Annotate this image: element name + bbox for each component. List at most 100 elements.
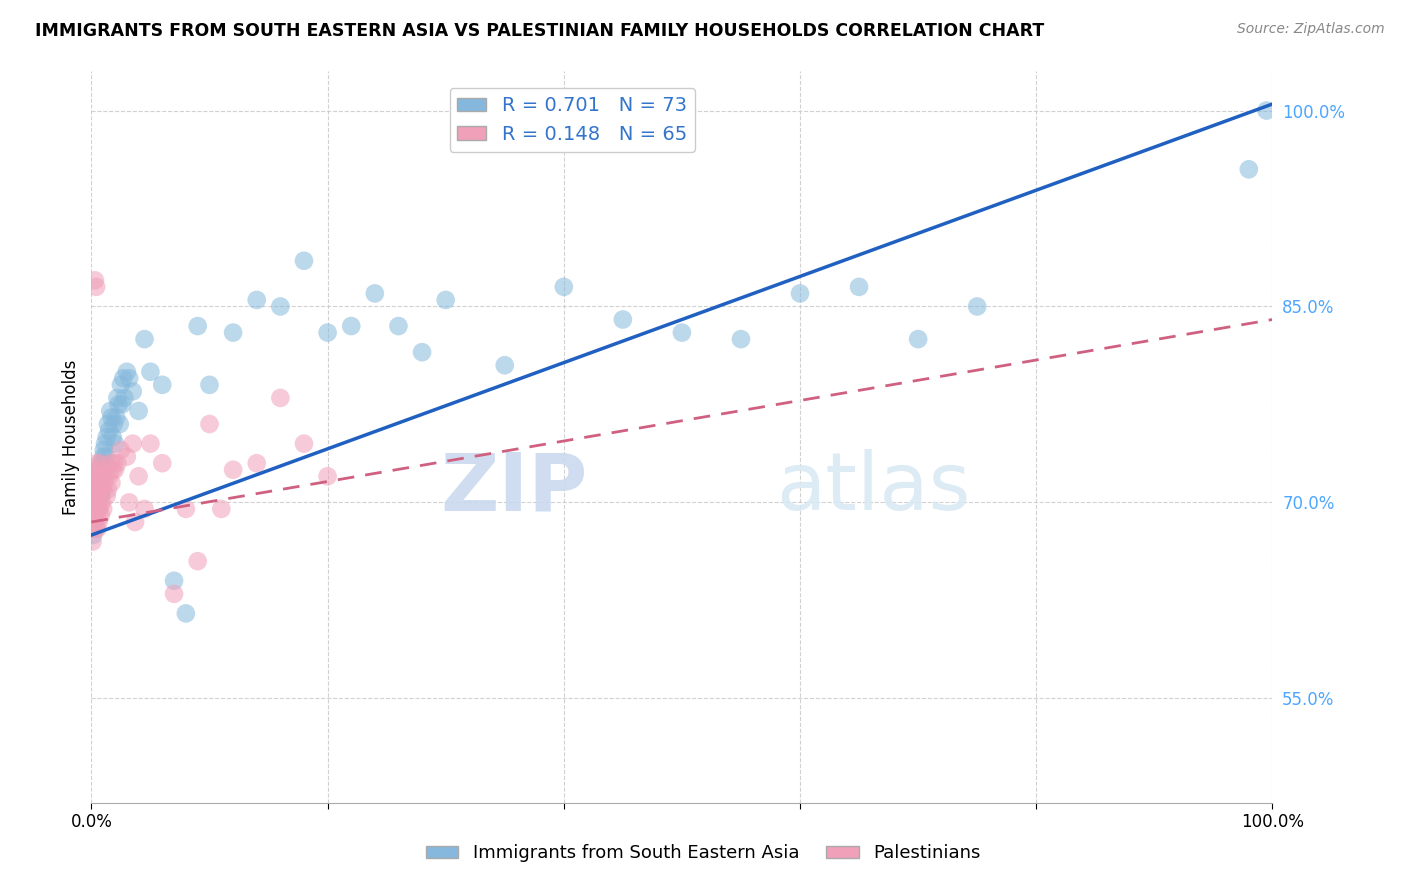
Text: atlas: atlas	[776, 450, 970, 527]
Point	[86, 489, 108, 503]
Point	[111, 397, 134, 411]
Point	[86, 475, 108, 490]
Point	[87, 515, 110, 529]
Point	[84, 502, 107, 516]
Point	[966, 300, 988, 314]
Point	[84, 463, 107, 477]
Point	[316, 469, 339, 483]
Point	[86, 456, 108, 470]
Point	[83, 515, 105, 529]
Point	[848, 280, 870, 294]
Point	[89, 475, 111, 490]
Point	[121, 436, 143, 450]
Point	[90, 489, 112, 503]
Point	[115, 450, 138, 464]
Point	[671, 326, 693, 340]
Point	[87, 495, 110, 509]
Point	[110, 377, 132, 392]
Point	[84, 515, 107, 529]
Point	[87, 483, 110, 497]
Point	[84, 273, 107, 287]
Point	[387, 319, 409, 334]
Point	[89, 456, 111, 470]
Point	[98, 469, 121, 483]
Point	[103, 456, 125, 470]
Text: IMMIGRANTS FROM SOUTH EASTERN ASIA VS PALESTINIAN FAMILY HOUSEHOLDS CORRELATION : IMMIGRANTS FROM SOUTH EASTERN ASIA VS PA…	[35, 22, 1045, 40]
Point	[121, 384, 143, 399]
Point	[139, 436, 162, 450]
Point	[174, 502, 197, 516]
Point	[150, 377, 173, 392]
Point	[84, 475, 107, 490]
Point	[114, 391, 136, 405]
Point	[91, 495, 114, 509]
Point	[89, 463, 111, 477]
Point	[134, 502, 156, 516]
Point	[91, 483, 114, 497]
Point	[94, 450, 117, 464]
Point	[82, 528, 104, 542]
Point	[198, 377, 221, 392]
Point	[96, 489, 118, 503]
Point	[316, 326, 339, 340]
Point	[364, 286, 387, 301]
Point	[86, 495, 108, 509]
Point	[292, 436, 315, 450]
Point	[174, 607, 197, 621]
Point	[82, 534, 104, 549]
Point	[87, 463, 110, 477]
Point	[163, 587, 186, 601]
Point	[98, 456, 121, 470]
Point	[730, 332, 752, 346]
Text: Source: ZipAtlas.com: Source: ZipAtlas.com	[1237, 22, 1385, 37]
Point	[87, 483, 110, 497]
Point	[83, 483, 105, 497]
Point	[789, 286, 811, 301]
Point	[82, 522, 104, 536]
Point	[110, 443, 132, 458]
Point	[1237, 162, 1260, 177]
Text: ZIP: ZIP	[440, 450, 588, 527]
Point	[107, 397, 129, 411]
Point	[93, 443, 115, 458]
Point	[340, 319, 363, 334]
Point	[124, 515, 146, 529]
Point	[209, 502, 232, 516]
Point	[86, 469, 108, 483]
Point	[118, 495, 141, 509]
Point	[84, 280, 107, 294]
Point	[139, 365, 162, 379]
Point	[222, 326, 245, 340]
Point	[246, 293, 269, 307]
Point	[91, 456, 114, 470]
Point	[84, 483, 107, 497]
Point	[128, 469, 150, 483]
Point	[907, 332, 929, 346]
Point	[134, 332, 156, 346]
Point	[91, 469, 114, 483]
Point	[269, 300, 291, 314]
Point	[87, 502, 110, 516]
Point	[84, 502, 107, 516]
Point	[104, 463, 127, 477]
Point	[82, 489, 104, 503]
Point	[612, 312, 634, 326]
Point	[494, 358, 516, 372]
Point	[246, 456, 269, 470]
Point	[198, 417, 221, 431]
Point	[87, 495, 110, 509]
Point	[83, 469, 105, 483]
Point	[86, 475, 108, 490]
Point	[91, 469, 114, 483]
Point	[93, 456, 115, 470]
Point	[104, 436, 127, 450]
Point	[553, 280, 575, 294]
Point	[89, 489, 111, 503]
Point	[434, 293, 457, 307]
Point	[90, 469, 112, 483]
Point	[80, 515, 103, 529]
Point	[84, 522, 107, 536]
Point	[108, 417, 131, 431]
Point	[96, 430, 118, 444]
Point	[112, 371, 135, 385]
